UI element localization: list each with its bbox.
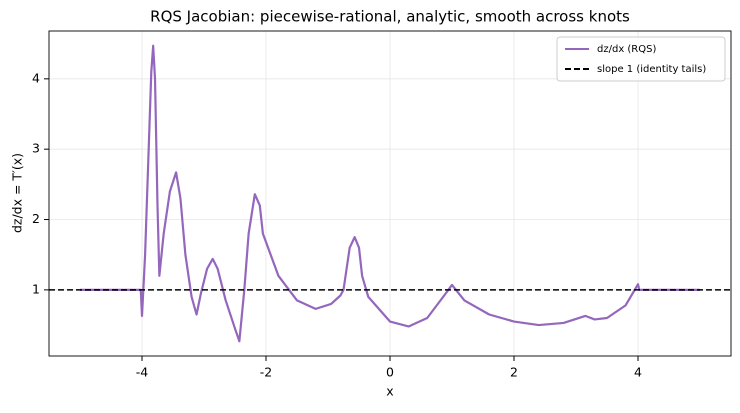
y-tick-label: 3 <box>32 141 40 156</box>
legend-label: slope 1 (identity tails) <box>597 64 706 75</box>
legend-label: dz/dx (RQS) <box>597 44 656 55</box>
y-tick-label: 4 <box>32 70 40 85</box>
y-tick-label: 1 <box>32 281 40 296</box>
plot-frame <box>48 30 732 357</box>
y-tick-label: 2 <box>32 211 40 226</box>
legend-box <box>556 36 726 82</box>
x-tick-label: 2 <box>510 365 518 380</box>
y-axis-label: dz/dx = T′(x) <box>10 153 25 233</box>
x-axis-label: x <box>386 384 393 399</box>
x-tick-label: -4 <box>136 365 149 380</box>
x-tick-label: 4 <box>634 365 642 380</box>
chart-title: RQS Jacobian: piecewise-rational, analyt… <box>150 8 630 26</box>
x-tick-label: 0 <box>386 365 394 380</box>
data-line <box>80 44 700 343</box>
x-tick-label: -2 <box>260 365 272 380</box>
